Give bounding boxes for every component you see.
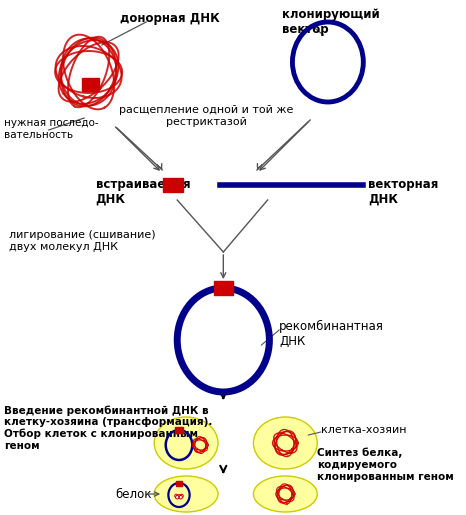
Text: белок: белок [115,488,152,501]
Bar [82,77,99,91]
Circle shape [176,495,179,499]
Circle shape [178,494,181,498]
Text: встраиваемая
ДНК: встраиваемая ДНК [96,178,190,206]
Ellipse shape [154,476,218,512]
Text: донорная ДНК: донорная ДНК [120,12,220,25]
Ellipse shape [254,476,317,512]
Text: клетка-хозяин: клетка-хозяин [321,425,406,435]
Text: нужная последо-
вательность: нужная последо- вательность [5,118,99,140]
Text: лигирование (сшивание)
двух молекул ДНК: лигирование (сшивание) двух молекул ДНК [9,230,156,252]
Text: векторная
ДНК: векторная ДНК [368,178,438,206]
Bar [176,427,183,433]
Text: Синтез белка,
кодируемого
клонированным геном: Синтез белка, кодируемого клонированным … [317,448,454,482]
Text: клонирующий
вектор: клонирующий вектор [282,8,379,36]
Bar [176,480,182,486]
Ellipse shape [154,417,218,469]
Bar [163,178,183,192]
Ellipse shape [254,417,317,469]
Circle shape [175,494,178,498]
Bar [213,281,233,295]
Circle shape [179,495,182,499]
Circle shape [180,494,183,498]
Text: расщепление одной и той же
рестриктазой: расщепление одной и той же рестриктазой [119,105,294,127]
Text: рекомбинантная
ДНК: рекомбинантная ДНК [279,320,384,348]
Text: Введение рекомбинантной ДНК в
клетку-хозяина (трансформация).
Отбор клеток с кло: Введение рекомбинантной ДНК в клетку-хоз… [5,405,213,451]
